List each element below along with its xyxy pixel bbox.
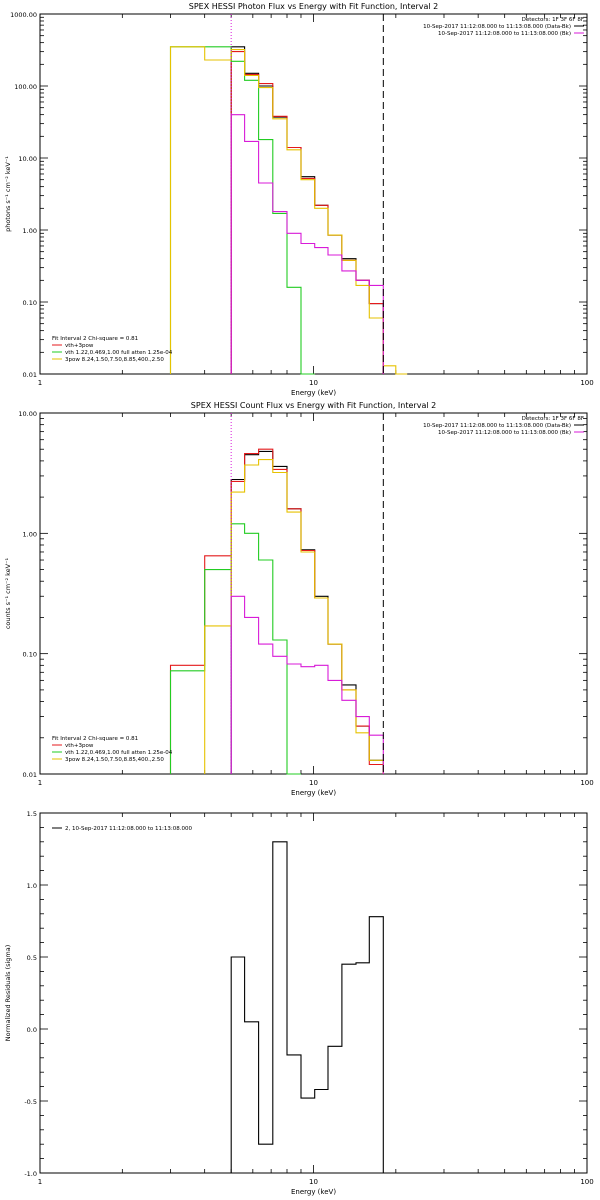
y-tick-label: -1.0 bbox=[24, 1170, 37, 1178]
x-axis-label: Energy (keV) bbox=[291, 389, 336, 397]
x-tick-label: 100 bbox=[580, 1178, 593, 1186]
y-tick-label: 0.01 bbox=[23, 371, 37, 379]
series-red bbox=[169, 448, 384, 774]
series-red bbox=[230, 51, 384, 374]
series-black bbox=[230, 46, 384, 374]
chart-title: SPEX HESSI Photon Flux vs Energy with Fi… bbox=[189, 2, 439, 11]
chart-title: SPEX HESSI Count Flux vs Energy with Fit… bbox=[191, 401, 436, 410]
legend-label: 3pow 8.24,1.50,7.50,8.85,400.,2.50 bbox=[65, 357, 164, 363]
y-tick-label: 100.00 bbox=[14, 83, 37, 91]
y-tick-label: 10.00 bbox=[18, 410, 37, 418]
y-tick-label: -0.5 bbox=[24, 1098, 37, 1106]
series-green bbox=[169, 46, 315, 375]
y-tick-label: 0.0 bbox=[27, 1026, 37, 1034]
y-tick-label: 1000.00 bbox=[10, 11, 37, 19]
x-tick-label: 10 bbox=[309, 779, 318, 787]
legend-label: vth 1.22,0.469,1.00 full atten 1.25e-04 bbox=[65, 350, 173, 356]
x-tick-label: 10 bbox=[309, 1178, 318, 1186]
series-magenta bbox=[230, 595, 384, 774]
legend-label: 2, 10-Sep-2017 11:12:08.000 to 11:13:08.… bbox=[65, 826, 192, 832]
y-tick-label: 1.5 bbox=[27, 810, 37, 818]
legend-label: vth+3pow bbox=[65, 743, 94, 749]
x-tick-label: 100 bbox=[580, 379, 593, 387]
interval-label: 10-Sep-2017 11:12:08.000 to 11:13:08.000… bbox=[423, 24, 571, 30]
x-axis-label: Energy (keV) bbox=[291, 1188, 336, 1196]
legend-label: vth 1.22,0.469,1.00 full atten 1.25e-04 bbox=[65, 750, 173, 756]
x-tick-label: 1 bbox=[38, 379, 42, 387]
series-magenta bbox=[230, 114, 384, 374]
fit-info-label: Fit Interval 2 Chi-square = 0.81 bbox=[52, 736, 138, 742]
series-yellow bbox=[169, 46, 408, 375]
detectors-label: Detectors: 1F 3F 6F 8F bbox=[522, 416, 584, 422]
y-tick-label: 0.10 bbox=[23, 651, 37, 659]
y-tick-label: 1.00 bbox=[23, 227, 37, 235]
y-tick-label: 10.00 bbox=[18, 155, 37, 163]
interval-label: 10-Sep-2017 11:12:08.000 to 11:13:08.000… bbox=[423, 423, 571, 429]
y-tick-label: 0.01 bbox=[23, 771, 37, 779]
series-yellow bbox=[204, 459, 384, 774]
chart-panel-3: 1 10 100 Energy (keV) -1.0 -0.5 0.0 0.5 1.0 1.5 No… bbox=[4, 810, 594, 1196]
series-black bbox=[230, 841, 384, 1173]
y-tick-label: 1.0 bbox=[27, 882, 37, 890]
plot-frame bbox=[39, 812, 588, 1174]
chart-panel-2: SPEX HESSI Count Flux vs Energy with Fit… bbox=[4, 401, 594, 797]
plot-frame bbox=[39, 412, 588, 775]
plot-frame bbox=[39, 13, 588, 375]
x-tick-label: 1 bbox=[38, 779, 42, 787]
legend-label: 3pow 8.24,1.50,7.50,8.85,400.,2.50 bbox=[65, 757, 164, 763]
y-tick-label: 1.00 bbox=[23, 530, 37, 538]
y-axis-label: counts s⁻¹ cm⁻² keV⁻¹ bbox=[4, 557, 12, 629]
legend-label: vth+3pow bbox=[65, 343, 94, 349]
x-axis-label: Energy (keV) bbox=[291, 789, 336, 797]
interval-label: 10-Sep-2017 11:12:08.000 to 11:13:08.000… bbox=[438, 31, 571, 37]
chart-panel-1: SPEX HESSI Photon Flux vs Energy with Fi… bbox=[4, 2, 594, 397]
detectors-label: Detectors: 1F 3F 6F 8F bbox=[522, 17, 584, 23]
y-tick-label: 0.5 bbox=[27, 954, 37, 962]
y-axis-label: Normalized Residuals (sigma) bbox=[4, 945, 12, 1042]
y-axis-label: photons s⁻¹ cm⁻² keV⁻¹ bbox=[4, 156, 12, 232]
interval-label: 10-Sep-2017 11:12:08.000 to 11:13:08.000… bbox=[438, 430, 571, 436]
fit-info-label: Fit Interval 2 Chi-square = 0.81 bbox=[52, 336, 138, 342]
x-tick-label: 10 bbox=[309, 379, 318, 387]
series-green bbox=[169, 523, 301, 775]
y-tick-label: 0.10 bbox=[23, 299, 37, 307]
x-tick-label: 1 bbox=[38, 1178, 42, 1186]
x-tick-label: 100 bbox=[580, 779, 593, 787]
